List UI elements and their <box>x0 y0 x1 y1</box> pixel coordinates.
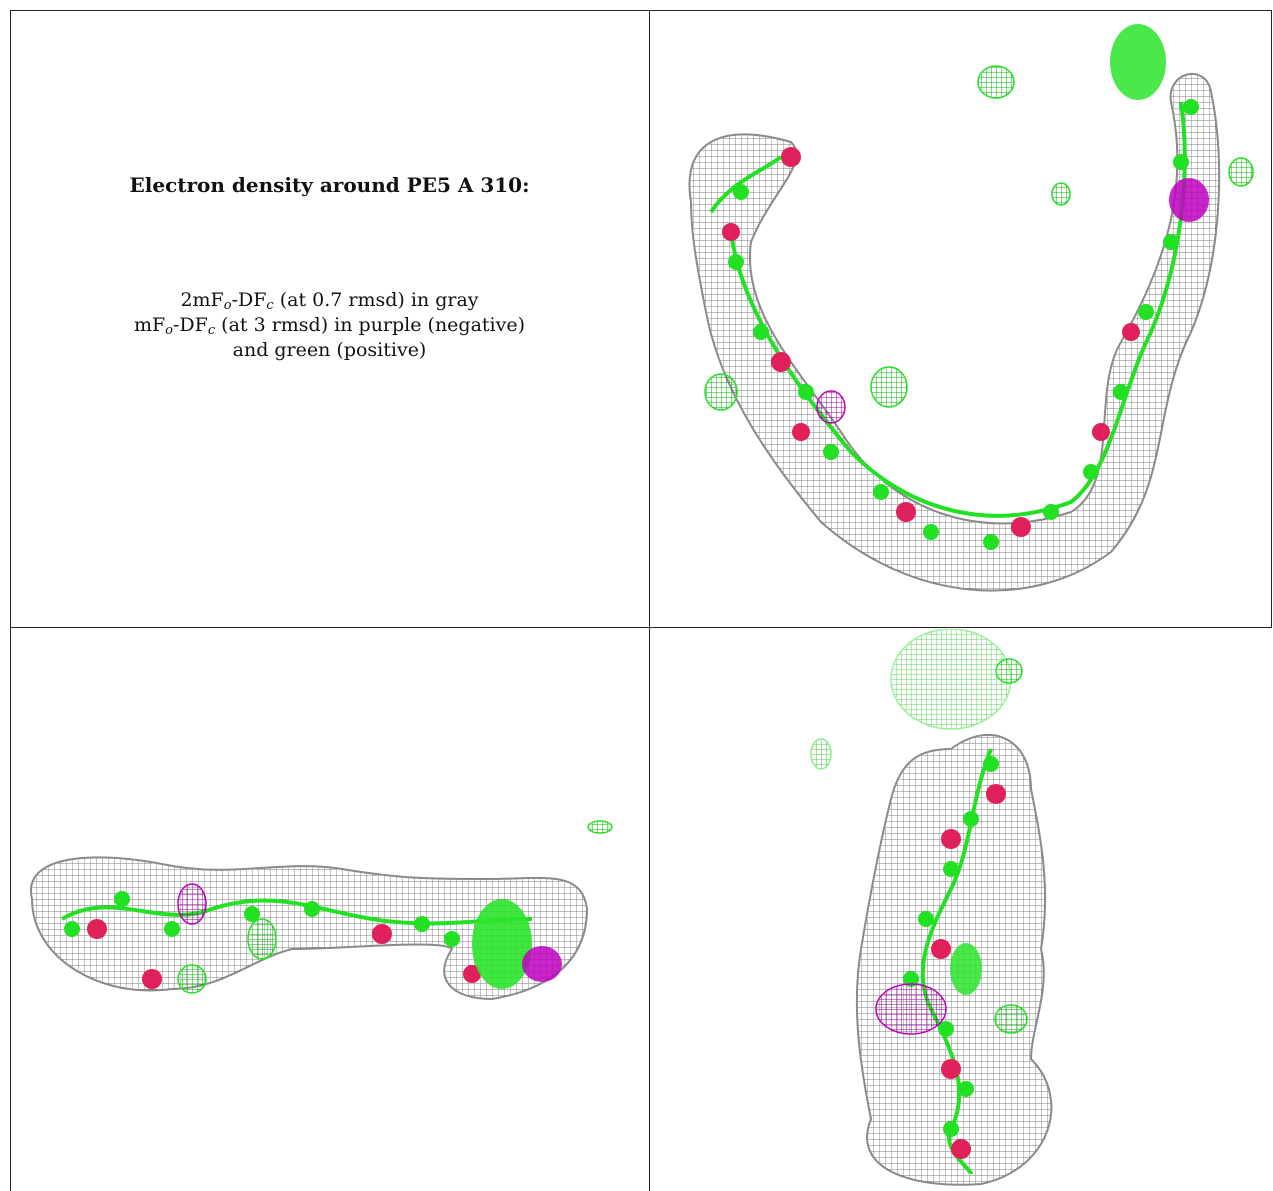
positive-blob <box>870 366 908 408</box>
oxygen-atoms <box>87 919 481 989</box>
positive-blob <box>177 964 207 994</box>
green-bond-chain <box>60 898 533 926</box>
positive-blob <box>977 65 1015 99</box>
legend-line-gray: 2mFo-DFc (at 0.7 rmsd) in gray <box>180 289 479 313</box>
density-view-bottom-right <box>651 629 1269 1189</box>
positive-blob <box>1051 182 1071 206</box>
positive-blob <box>1228 157 1254 187</box>
gray-density-mesh <box>29 856 589 1001</box>
negative-blob <box>875 983 947 1035</box>
green-atoms <box>903 756 999 1137</box>
oxygen-atoms <box>722 147 1140 537</box>
positive-blob <box>704 373 738 411</box>
legend-text: 2mFo-DFc (at 0.7 rmsd) in gray mFo-DFc (… <box>10 288 649 363</box>
density-view-top-right <box>651 12 1269 625</box>
positive-blob <box>247 918 277 960</box>
right-border <box>1271 10 1272 627</box>
positive-blob <box>1110 24 1166 100</box>
column-divider <box>649 10 650 1191</box>
oxygen-atoms <box>931 784 1006 1159</box>
green-atoms <box>728 99 1199 550</box>
negative-blob <box>1169 178 1209 222</box>
green-bond-chain <box>709 101 1187 518</box>
positive-blob <box>587 820 613 834</box>
legend-line-difference: mFo-DFc (at 3 rmsd) in purple (negative) <box>133 314 526 338</box>
positive-blob <box>472 899 532 989</box>
positive-blob <box>995 658 1023 684</box>
positive-blob <box>810 738 832 770</box>
density-view-bottom-left <box>12 629 648 1189</box>
figure-title: Electron density around PE5 A 310: <box>129 173 530 197</box>
negative-blob <box>816 390 846 424</box>
figure-table <box>10 10 1272 1191</box>
legend-line-green: and green (positive) <box>232 339 427 361</box>
gray-density-mesh <box>688 73 1221 592</box>
positive-blob <box>994 1004 1028 1034</box>
green-atoms <box>64 891 460 947</box>
positive-blob <box>950 943 982 995</box>
negative-blob <box>522 946 562 982</box>
row-divider <box>10 627 1272 628</box>
positive-blob <box>890 629 1012 730</box>
negative-blob <box>177 883 207 925</box>
